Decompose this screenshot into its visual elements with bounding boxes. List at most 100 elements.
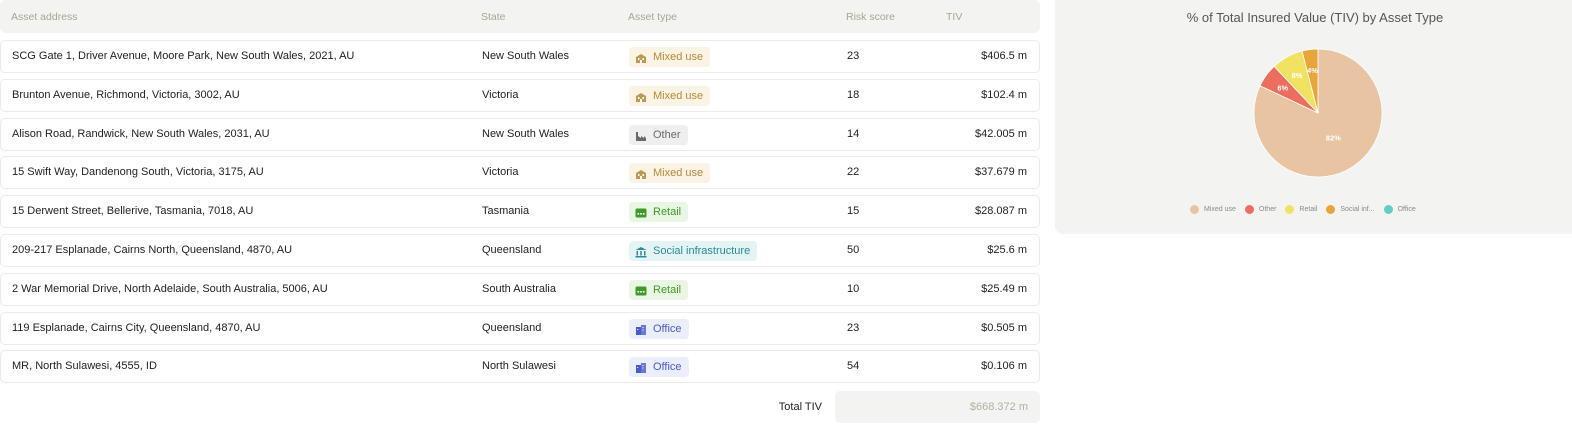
table-row[interactable]: 2 War Memorial Drive, North Adelaide, So… xyxy=(0,272,1040,306)
table-row[interactable]: SCG Gate 1, Driver Avenue, Moore Park, N… xyxy=(0,40,1040,73)
asset-address: 209-217 Esplanade, Cairns North, Queensl… xyxy=(12,243,293,256)
table-row[interactable]: 15 Derwent Street, Bellerive, Tasmania, … xyxy=(0,195,1040,229)
asset-state: Tasmania xyxy=(482,205,530,218)
assets-table: Asset address State Asset type Risk scor… xyxy=(0,0,1040,384)
risk-score: 10 xyxy=(847,282,860,295)
chart-title: % of Total Insured Value (TIV) by Asset … xyxy=(1186,10,1444,25)
pie-data-label: 8% xyxy=(1292,71,1303,80)
office-icon xyxy=(635,323,647,335)
asset-address: SCG Gate 1, Driver Avenue, Moore Park, N… xyxy=(12,50,355,62)
asset-type-badge: Office xyxy=(629,318,689,339)
office-icon xyxy=(635,361,647,374)
pie-chart: 82% 6% 8% 4% xyxy=(1253,48,1383,178)
header-state[interactable]: State xyxy=(481,11,506,23)
pie-data-label: 82% xyxy=(1326,133,1341,142)
tiv-value: $0.106 m xyxy=(981,360,1027,373)
pie-slice-social-inf[interactable] xyxy=(1301,48,1319,114)
chart-card: % of Total Insured Value (TIV) by Asset … xyxy=(1055,0,1572,234)
tiv-value: $25.6 m xyxy=(987,243,1027,256)
asset-address: 15 Derwent Street, Bellerive, Tasmania, … xyxy=(12,205,254,218)
risk-score: 14 xyxy=(847,127,860,140)
risk-score: 50 xyxy=(847,243,860,256)
legend-item[interactable]: Other xyxy=(1244,205,1277,214)
asset-address: 119 Esplanade, Cairns City, Queensland, … xyxy=(12,321,261,334)
asset-state: Queensland xyxy=(482,321,542,334)
table-row[interactable]: Brunton Avenue, Richmond, Victoria, 3002… xyxy=(0,78,1040,112)
legend-label: Office xyxy=(1397,206,1416,213)
tiv-value: $0.505 m xyxy=(981,321,1027,334)
tiv-value: $406.5 m xyxy=(981,50,1027,62)
tiv-value: $28.087 m xyxy=(975,205,1027,218)
asset-type-badge: Office xyxy=(629,357,689,378)
asset-type-label: Retail xyxy=(653,206,682,219)
asset-state: Victoria xyxy=(482,166,519,179)
legend-swatch xyxy=(1190,205,1199,214)
legend-item[interactable]: Office xyxy=(1383,205,1416,214)
store-icon xyxy=(635,284,647,296)
legend-swatch xyxy=(1285,205,1295,214)
asset-state: North Sulawesi xyxy=(482,360,556,373)
header-tiv[interactable]: TIV xyxy=(946,11,963,23)
table-row[interactable]: 119 Esplanade, Cairns City, Queensland, … xyxy=(0,311,1040,345)
total-row: Total TIV $668.372 m xyxy=(0,391,1040,424)
risk-score: 54 xyxy=(847,360,860,373)
asset-state: New South Wales xyxy=(482,50,570,62)
legend-label: Other xyxy=(1258,206,1277,213)
asset-type-badge: Mixed use xyxy=(629,85,711,106)
building-icon xyxy=(635,51,647,63)
table-row[interactable]: Alison Road, Randwick, New South Wales, … xyxy=(0,117,1040,151)
table-row[interactable]: 209-217 Esplanade, Cairns North, Queensl… xyxy=(0,233,1040,267)
legend-item[interactable]: Social inf... xyxy=(1326,205,1375,214)
pie-data-label: 4% xyxy=(1307,66,1318,75)
building-icon xyxy=(635,90,647,102)
total-tiv-value: $668.372 m xyxy=(835,391,1040,423)
legend-swatch xyxy=(1244,205,1254,214)
risk-score: 23 xyxy=(847,321,860,334)
tiv-value: $25.49 m xyxy=(981,282,1027,295)
asset-type-badge: Other xyxy=(629,124,688,145)
header-asset-type[interactable]: Asset type xyxy=(628,11,678,23)
asset-type-label: Social infrastructure xyxy=(653,244,751,257)
legend-item[interactable]: Mixed use xyxy=(1190,205,1236,214)
asset-type-badge: Mixed use xyxy=(629,47,711,67)
asset-address: 15 Swift Way, Dandenong South, Victoria,… xyxy=(12,166,264,179)
asset-type-label: Retail xyxy=(653,283,682,296)
tiv-value: $102.4 m xyxy=(981,88,1027,101)
legend-swatch xyxy=(1383,205,1393,214)
risk-score: 18 xyxy=(847,88,860,101)
risk-score: 15 xyxy=(847,205,860,218)
total-tiv-label: Total TIV xyxy=(778,401,822,413)
header-address[interactable]: Asset address xyxy=(11,11,78,23)
table-body: SCG Gate 1, Driver Avenue, Moore Park, N… xyxy=(0,40,1040,384)
building-icon xyxy=(635,167,647,180)
asset-type-badge: Social infrastructure xyxy=(629,240,758,261)
asset-type-label: Mixed use xyxy=(653,89,704,102)
risk-score: 23 xyxy=(847,50,860,62)
legend-item[interactable]: Retail xyxy=(1285,205,1317,214)
table-row[interactable]: MR, North Sulawesi, 4555, ID North Sulaw… xyxy=(0,350,1040,384)
asset-type-badge: Retail xyxy=(629,279,689,300)
asset-address: MR, North Sulawesi, 4555, ID xyxy=(12,360,157,373)
asset-type-label: Other xyxy=(653,128,681,141)
legend-swatch xyxy=(1326,205,1336,214)
store-icon xyxy=(635,206,647,218)
asset-state: South Australia xyxy=(482,282,556,295)
asset-type-label: Mixed use xyxy=(653,167,704,180)
table-row[interactable]: 15 Swift Way, Dandenong South, Victoria,… xyxy=(0,156,1040,190)
asset-address: Brunton Avenue, Richmond, Victoria, 3002… xyxy=(12,88,240,101)
asset-state: New South Wales xyxy=(482,127,570,140)
asset-type-badge: Retail xyxy=(629,202,689,223)
asset-type-badge: Mixed use xyxy=(629,163,711,184)
pie-data-label: 6% xyxy=(1277,83,1288,92)
header-risk-score[interactable]: Risk score xyxy=(846,11,896,23)
tiv-value: $37.679 m xyxy=(975,166,1027,179)
asset-type-label: Office xyxy=(653,361,682,374)
tiv-value: $42.005 m xyxy=(975,127,1027,140)
institution-icon xyxy=(635,245,647,258)
risk-score: 22 xyxy=(847,166,860,179)
legend-label: Retail xyxy=(1299,206,1318,213)
table-header: Asset address State Asset type Risk scor… xyxy=(0,0,1040,33)
legend-label: Social inf... xyxy=(1340,206,1375,213)
asset-state: Victoria xyxy=(482,88,519,101)
chart-legend: Mixed use Other Retail Social inf... Office xyxy=(1190,205,1425,214)
